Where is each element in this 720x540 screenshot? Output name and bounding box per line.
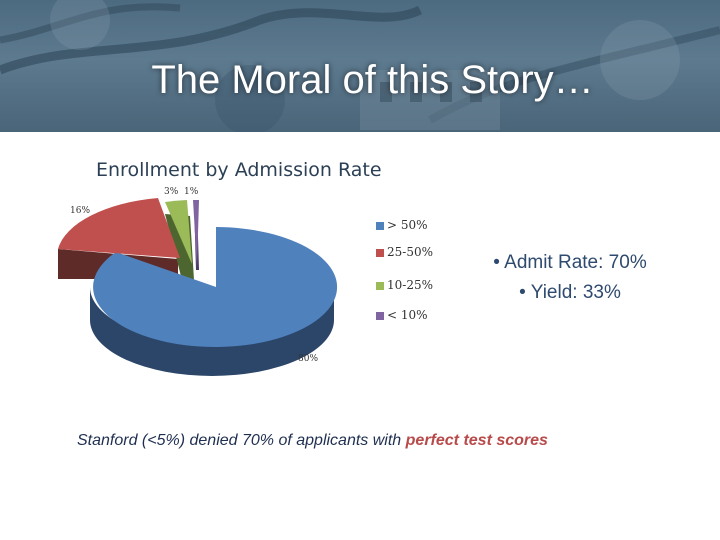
bullet-admit-rate: • Admit Rate: 70% (493, 252, 647, 273)
legend-label: < 10% (387, 308, 428, 322)
campus-background-image (0, 0, 720, 132)
data-label-under-10: 1% (184, 187, 199, 197)
legend-item-under-10: < 10% (376, 308, 428, 322)
data-label-over-50: 80% (298, 354, 319, 364)
slice-under-10 (193, 199, 199, 268)
footnote-highlight: perfect test scores (405, 432, 548, 449)
legend-label: 10-25% (387, 278, 433, 292)
legend-item-over-50: > 50% (376, 218, 428, 232)
header-banner: The Moral of this Story… (0, 0, 720, 132)
bullet-yield: • Yield: 33% (519, 282, 621, 303)
footnote: Stanford (<5%) denied 70% of applicants … (77, 432, 548, 450)
slice-25-50 (58, 198, 180, 258)
legend-label: > 50% (387, 218, 428, 232)
footnote-text: Stanford (<5%) denied 70% of applicants … (77, 432, 406, 449)
legend-swatch-over-50 (376, 221, 384, 230)
slice-side-over-50 (90, 287, 334, 376)
slide-title: The Moral of this Story… (151, 58, 594, 102)
legend-item-10-25: 10-25% (376, 278, 433, 292)
chart-title: Enrollment by Admission Rate (96, 159, 382, 181)
data-label-10-25: 3% (164, 187, 179, 197)
legend-swatch-under-10 (376, 311, 384, 320)
legend-label: 25-50% (387, 245, 433, 259)
data-label-25-50: 16% (70, 206, 91, 216)
legend-item-25-50: 25-50% (376, 245, 433, 259)
key-stats: • Admit Rate: 70% • Yield: 33% (450, 248, 690, 308)
legend-swatch-10-25 (376, 281, 384, 290)
slice-over-50 (93, 227, 338, 347)
slice-10-25 (165, 200, 192, 264)
legend-swatch-25-50 (376, 248, 384, 257)
